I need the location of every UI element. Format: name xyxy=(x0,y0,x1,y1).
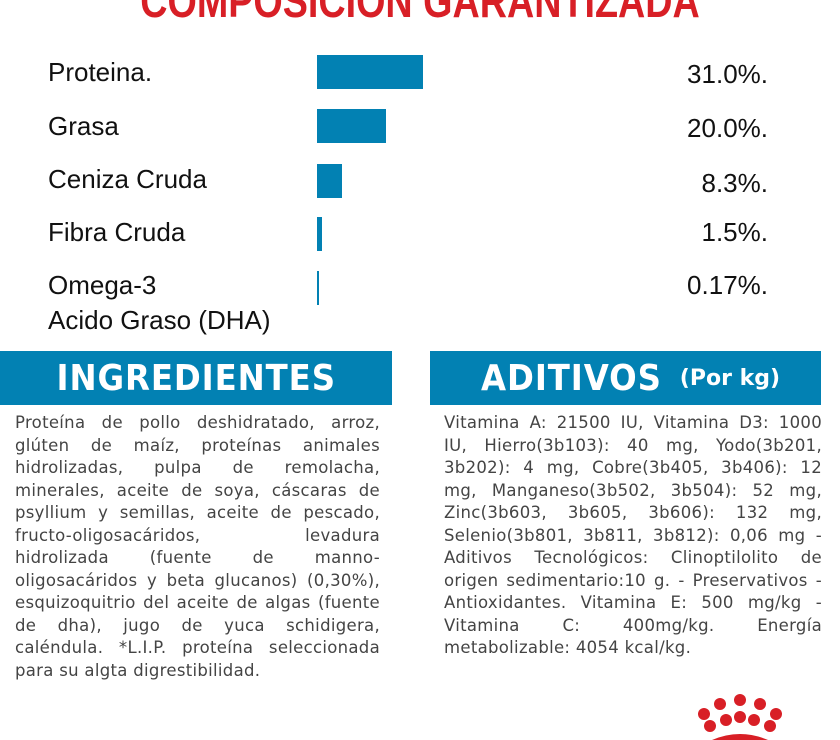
additives-heading: ADITIVOS (Por kg) xyxy=(430,351,821,405)
row-label-fibra: Fibra Cruda xyxy=(48,217,186,247)
bar-omega xyxy=(317,271,319,305)
bar-grasa xyxy=(317,109,386,143)
ingredients-text: Proteína de pollo deshidratado, arroz, g… xyxy=(15,413,380,680)
ingredients-heading: INGREDIENTES xyxy=(0,351,392,405)
value-fibra: 1.5%. xyxy=(701,217,769,247)
row-label-grasa: Grasa xyxy=(48,111,119,141)
bar-proteina xyxy=(317,55,423,89)
value-proteina: 31.0%. xyxy=(687,59,768,89)
value-grasa: 20.0%. xyxy=(687,113,768,143)
row-label-ceniza: Ceniza Cruda xyxy=(48,164,207,194)
value-ceniza: 8.3%. xyxy=(701,168,769,198)
bar-ceniza xyxy=(317,164,342,198)
crown-icon xyxy=(698,694,782,740)
page-title: COMPOSICION GARANTIZADA xyxy=(140,0,700,27)
additives-heading-sub: (Por kg) xyxy=(679,365,781,391)
ingredients-heading-text: INGREDIENTES xyxy=(56,357,336,399)
additives-heading-text: ADITIVOS xyxy=(480,357,662,399)
value-omega: 0.17%. xyxy=(687,270,768,300)
bar-fibra xyxy=(317,217,322,251)
row-label-proteina: Proteina. xyxy=(48,57,153,87)
additives-text: Vitamina A: 21500 IU, Vitamina D3: 1000 … xyxy=(444,413,822,657)
row-label-omega: Omega-3 xyxy=(48,270,157,300)
row-label-omega-line2: Acido Graso (DHA) xyxy=(48,305,271,335)
